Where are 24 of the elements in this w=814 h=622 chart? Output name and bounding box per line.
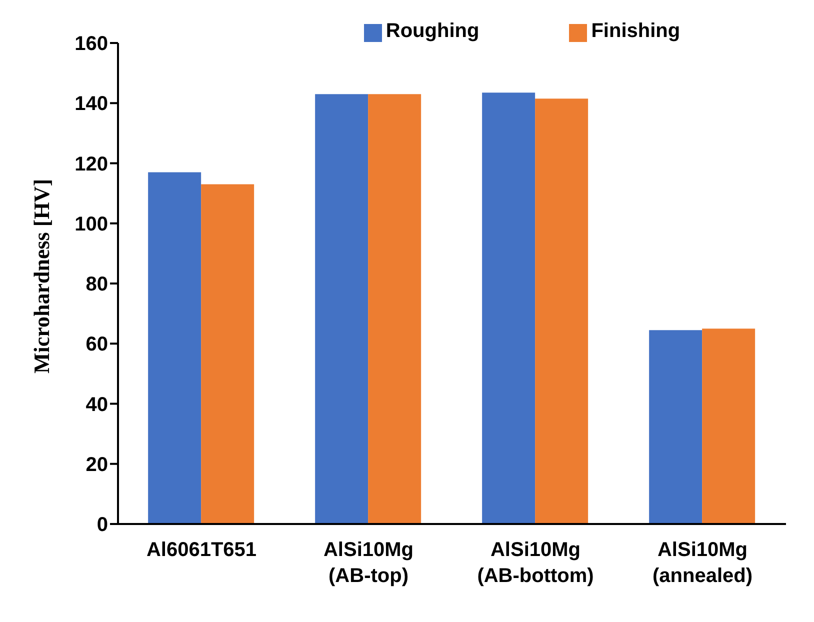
x-tick-label: AlSi10Mg (AB-top)	[323, 539, 414, 587]
bar	[148, 172, 202, 524]
bar	[649, 330, 702, 524]
y-tick-label: 100	[74, 213, 108, 236]
bar	[201, 184, 254, 524]
y-tick-label: 0	[96, 514, 108, 536]
bar	[702, 328, 756, 524]
bar	[315, 94, 368, 524]
y-tick-label: 120	[74, 153, 108, 176]
y-tick-label: 60	[86, 334, 108, 356]
bar	[368, 94, 422, 524]
bar	[535, 98, 588, 524]
x-tick-label: Al6061T651	[146, 539, 257, 561]
x-tick-label: AlSi10Mg (AB-bottom)	[477, 539, 594, 587]
legend-label: Roughing	[386, 20, 480, 42]
y-tick-label: 140	[74, 93, 108, 116]
bar	[482, 92, 536, 524]
y-tick-label: 80	[86, 274, 108, 296]
y-tick-label: 40	[86, 394, 108, 416]
y-axis-title: Microhardness [HV]	[28, 178, 54, 374]
y-tick-label: 160	[74, 33, 108, 56]
legend-label: Finishing	[591, 20, 680, 42]
x-tick-label: AlSi10Mg (annealed)	[652, 539, 753, 587]
y-tick-label: 20	[86, 454, 108, 476]
